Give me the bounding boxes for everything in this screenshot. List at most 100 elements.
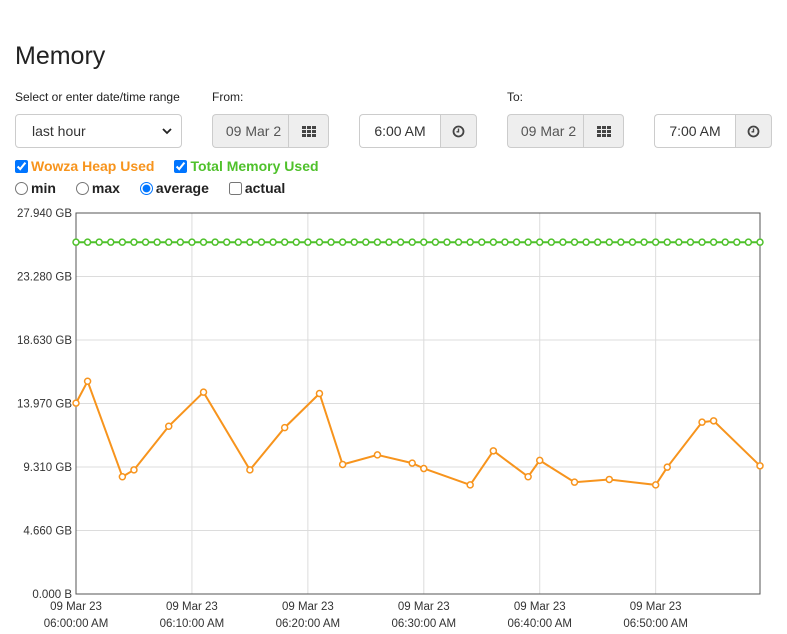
x-tick-date: 09 Mar 23 bbox=[282, 601, 334, 613]
data-point-total-memory-used bbox=[234, 238, 243, 246]
y-tick-label: 23.280 GB bbox=[17, 272, 72, 284]
mode-min-label: min bbox=[31, 180, 56, 196]
data-point-total-memory-used bbox=[756, 238, 764, 246]
series-toggles: Wowza Heap Used Total Memory Used bbox=[15, 158, 339, 174]
range-select[interactable]: last hour bbox=[15, 114, 182, 148]
data-point-wowza-heap-used bbox=[408, 459, 416, 467]
mode-actual-checkbox[interactable] bbox=[228, 181, 242, 195]
data-point-wowza-heap-used bbox=[338, 460, 347, 469]
data-point-total-memory-used bbox=[443, 238, 451, 246]
mode-max-radio[interactable] bbox=[75, 181, 89, 195]
data-point-wowza-heap-used bbox=[72, 399, 80, 407]
x-tick-time: 06:30:00 AM bbox=[392, 618, 457, 630]
from-calendar-button[interactable] bbox=[288, 114, 329, 148]
data-point-total-memory-used bbox=[83, 238, 92, 246]
data-point-wowza-heap-used bbox=[524, 472, 532, 481]
clock-icon bbox=[747, 125, 760, 137]
data-point-total-memory-used bbox=[315, 238, 324, 246]
data-point-total-memory-used bbox=[651, 238, 660, 246]
from-date-input[interactable]: 09 Mar 2 bbox=[212, 114, 288, 148]
data-point-total-memory-used bbox=[524, 238, 532, 246]
data-point-wowza-heap-used bbox=[420, 464, 428, 473]
x-tick-time: 06:20:00 AM bbox=[276, 618, 341, 630]
range-label: Select or enter date/time range bbox=[15, 90, 180, 104]
data-point-total-memory-used bbox=[130, 238, 138, 246]
data-point-total-memory-used bbox=[292, 238, 301, 246]
mode-actual-label: actual bbox=[244, 180, 286, 196]
to-calendar-button[interactable] bbox=[583, 114, 624, 148]
data-point-total-memory-used bbox=[466, 238, 474, 246]
from-time-input[interactable]: 6:00 AM bbox=[359, 114, 440, 148]
data-point-wowza-heap-used bbox=[756, 462, 764, 470]
data-point-total-memory-used bbox=[628, 238, 637, 246]
data-point-wowza-heap-used bbox=[651, 481, 660, 489]
range-select-value: last hour bbox=[32, 123, 86, 139]
data-point-total-memory-used bbox=[663, 238, 672, 246]
x-tick-time: 06:40:00 AM bbox=[507, 618, 572, 630]
data-point-total-memory-used bbox=[709, 238, 718, 246]
from-time-group: 6:00 AM bbox=[359, 114, 477, 148]
data-point-total-memory-used bbox=[141, 238, 150, 246]
data-point-total-memory-used bbox=[153, 238, 161, 246]
data-point-total-memory-used bbox=[512, 238, 521, 246]
y-tick-label: 4.660 GB bbox=[23, 525, 72, 537]
data-point-wowza-heap-used bbox=[83, 377, 92, 386]
data-point-total-memory-used bbox=[698, 238, 706, 246]
y-tick-label: 9.310 GB bbox=[23, 462, 72, 474]
wowza-heap-checkbox[interactable] bbox=[15, 159, 28, 173]
aggregation-modes: min max average actual bbox=[15, 180, 305, 196]
data-point-wowza-heap-used bbox=[466, 481, 474, 489]
x-tick-date: 09 Mar 23 bbox=[166, 601, 218, 613]
mode-min[interactable]: min bbox=[15, 180, 56, 196]
data-point-wowza-heap-used bbox=[489, 447, 498, 455]
to-clock-button[interactable] bbox=[735, 114, 772, 148]
toggle-total-memory[interactable]: Total Memory Used bbox=[174, 158, 319, 174]
from-date-group: 09 Mar 2 bbox=[212, 114, 329, 148]
chevron-down-icon bbox=[162, 128, 172, 135]
x-tick-time: 06:10:00 AM bbox=[160, 618, 225, 630]
y-tick-label: 27.940 GB bbox=[17, 208, 72, 220]
data-point-total-memory-used bbox=[454, 238, 463, 246]
data-point-total-memory-used bbox=[535, 238, 544, 246]
data-point-total-memory-used bbox=[420, 238, 428, 246]
data-point-total-memory-used bbox=[431, 238, 440, 246]
mode-max[interactable]: max bbox=[75, 180, 120, 196]
data-point-total-memory-used bbox=[211, 238, 219, 246]
to-date-input[interactable]: 09 Mar 2 bbox=[507, 114, 583, 148]
data-point-total-memory-used bbox=[269, 238, 277, 246]
data-point-total-memory-used bbox=[118, 238, 127, 246]
data-point-wowza-heap-used bbox=[280, 423, 289, 432]
mode-average-label: average bbox=[155, 180, 209, 196]
data-point-wowza-heap-used bbox=[570, 478, 579, 486]
mode-max-label: max bbox=[91, 180, 120, 196]
mode-actual[interactable]: actual bbox=[228, 180, 286, 196]
y-tick-label: 13.970 GB bbox=[17, 399, 72, 411]
data-point-total-memory-used bbox=[478, 238, 486, 246]
x-tick-date: 09 Mar 23 bbox=[630, 601, 682, 613]
data-point-total-memory-used bbox=[164, 238, 173, 246]
toggle-wowza-heap[interactable]: Wowza Heap Used bbox=[15, 158, 154, 174]
data-point-wowza-heap-used bbox=[130, 466, 138, 474]
data-point-total-memory-used bbox=[246, 238, 254, 246]
y-tick-label: 0.000 B bbox=[32, 589, 72, 601]
data-point-total-memory-used bbox=[188, 238, 196, 246]
total-memory-checkbox[interactable] bbox=[174, 159, 188, 173]
data-point-total-memory-used bbox=[373, 238, 382, 246]
mode-average[interactable]: average bbox=[139, 180, 209, 196]
series-line-wowza-heap-used bbox=[75, 378, 761, 487]
data-point-total-memory-used bbox=[362, 238, 370, 246]
mode-average-radio[interactable] bbox=[139, 181, 153, 195]
data-point-total-memory-used bbox=[327, 238, 335, 246]
data-point-total-memory-used bbox=[686, 238, 695, 246]
from-clock-button[interactable] bbox=[440, 114, 477, 148]
data-point-wowza-heap-used bbox=[663, 463, 672, 471]
calendar-grid-icon bbox=[596, 125, 611, 137]
to-time-group: 7:00 AM bbox=[654, 114, 772, 148]
data-point-total-memory-used bbox=[176, 238, 185, 246]
data-point-total-memory-used bbox=[304, 238, 312, 246]
total-memory-label: Total Memory Used bbox=[190, 158, 319, 174]
mode-min-radio[interactable] bbox=[15, 181, 28, 195]
to-time-input[interactable]: 7:00 AM bbox=[654, 114, 735, 148]
data-point-total-memory-used bbox=[733, 238, 741, 246]
data-point-total-memory-used bbox=[257, 238, 266, 246]
